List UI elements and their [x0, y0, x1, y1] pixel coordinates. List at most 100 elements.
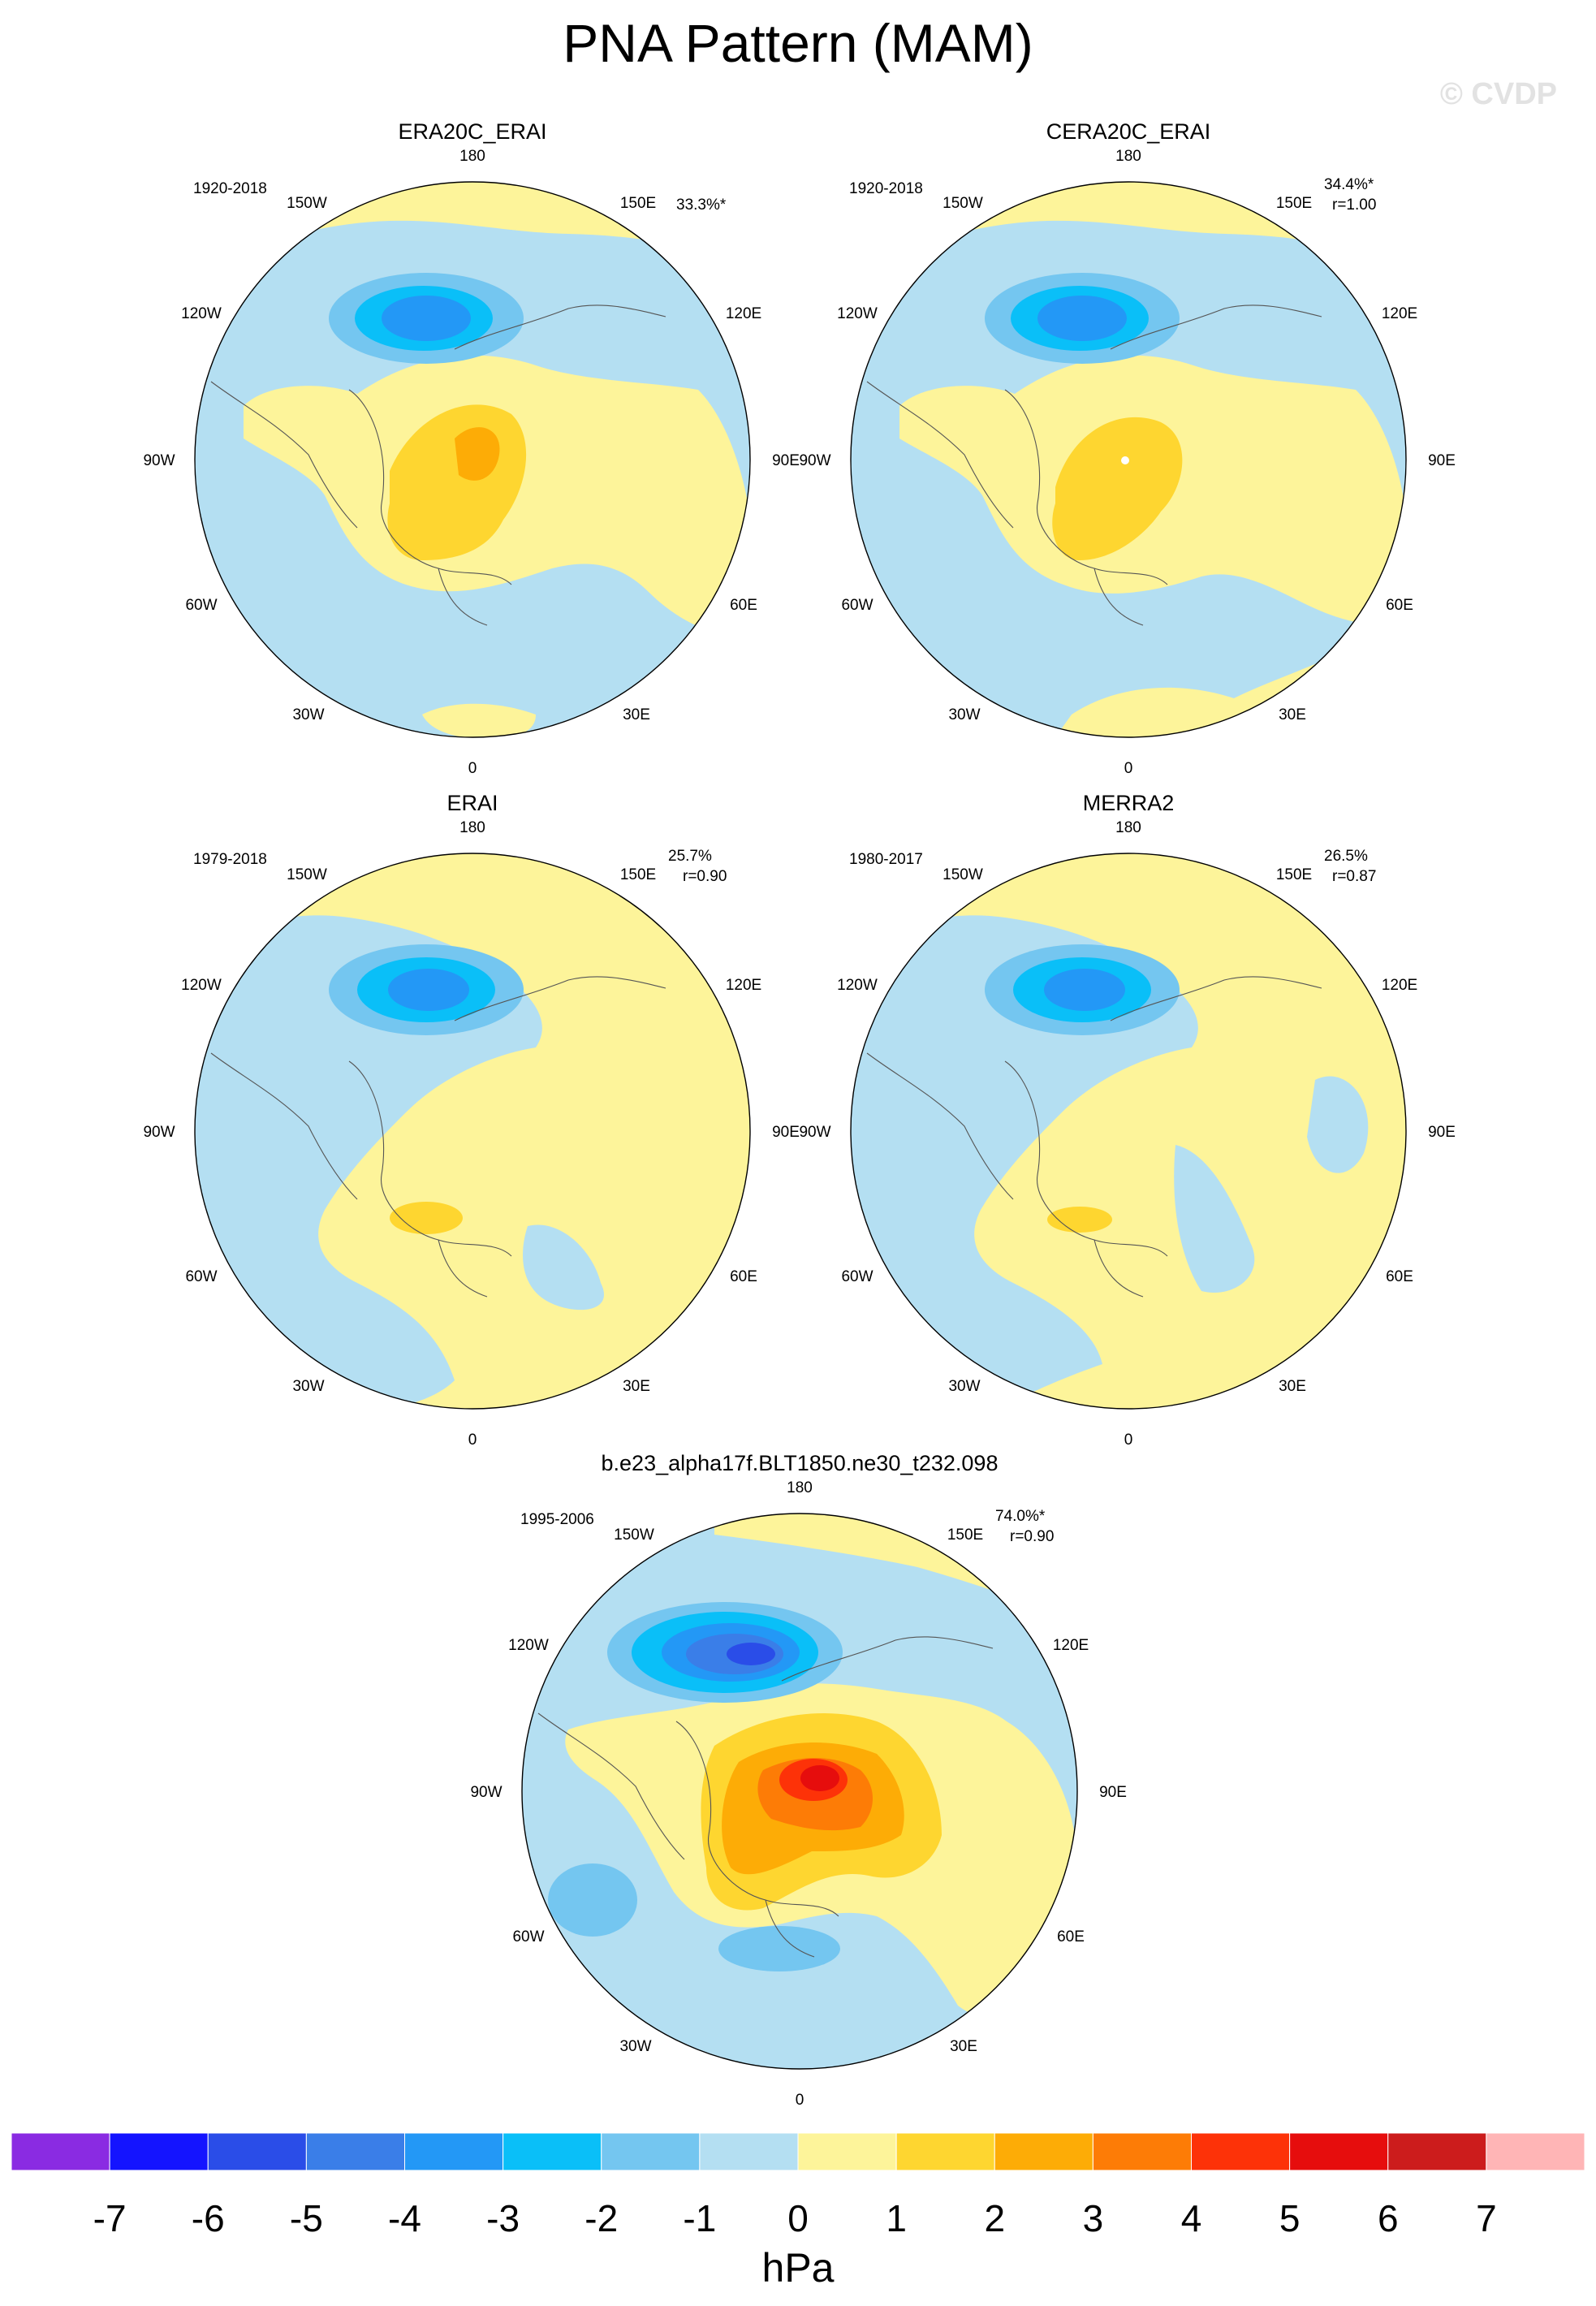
colorbar-swatch: [109, 2132, 209, 2171]
colorbar-swatch: [404, 2132, 504, 2171]
longitude-label-upper-right-inner: 150E: [620, 195, 656, 212]
longitude-label-left: 90W: [143, 1124, 175, 1141]
panel-years: 1979-2018: [193, 851, 267, 868]
colorbar-tick-label: 3: [1083, 2197, 1104, 2239]
longitude-label-left: 90W: [470, 1784, 502, 1801]
longitude-label-upper-left-outer: 120W: [837, 977, 878, 994]
longitude-label-lower-right-inner: 30E: [1279, 1378, 1306, 1395]
panel-years: 1995-2006: [520, 1511, 594, 1528]
longitude-label-upper-right-inner: 150E: [1276, 195, 1312, 212]
longitude-label-bottom: 0: [796, 2092, 804, 2109]
longitude-label-upper-left-outer: 120W: [508, 1637, 549, 1654]
colorbar: -7 -6 -5 -4 -3 -2 -1 0 1 2 3 4 5 6 7 hPa: [11, 2132, 1585, 2291]
panel-title: ERAI: [446, 791, 498, 815]
longitude-label-top: 180: [459, 148, 485, 165]
longitude-label-upper-right-outer: 120E: [1382, 305, 1417, 322]
longitude-label-lower-right-inner: 30E: [623, 1378, 650, 1395]
colorbar-tick-label: 1: [886, 2197, 907, 2239]
longitude-label-lower-right-inner: 30E: [623, 706, 650, 723]
panel-variance-pct: 33.3%*: [676, 196, 727, 214]
longitude-label-right: 90E: [1099, 1784, 1127, 1801]
colorbar-swatch: [1289, 2132, 1389, 2171]
colorbar-swatch: [1486, 2132, 1585, 2171]
longitude-label-lower-left-outer: 60W: [185, 1268, 217, 1285]
panel-title: CERA20C_ERAI: [1046, 119, 1211, 144]
colorbar-swatch: [601, 2132, 701, 2171]
panel-title: MERRA2: [1083, 791, 1175, 815]
longitude-label-lower-right-inner: 30E: [1279, 706, 1306, 723]
longitude-label-upper-right-outer: 120E: [1382, 977, 1417, 994]
longitude-label-upper-left-outer: 120W: [181, 977, 222, 994]
colorbar-tick-label: 5: [1279, 2197, 1301, 2239]
longitude-label-upper-right-inner: 150E: [947, 1527, 983, 1544]
colorbar-swatch: [895, 2132, 995, 2171]
colorbar-tick-label: 0: [787, 2197, 809, 2239]
longitude-label-lower-left-outer: 60W: [512, 1928, 544, 1945]
longitude-label-bottom: 0: [1124, 1432, 1133, 1449]
longitude-label-lower-left-inner: 30W: [948, 1378, 980, 1395]
panel-correlation: r=0.87: [1332, 868, 1376, 885]
longitude-label-lower-right-outer: 60E: [730, 597, 757, 614]
colorbar-swatch: [305, 2132, 405, 2171]
longitude-label-lower-right-outer: 60E: [1386, 1268, 1413, 1285]
longitude-label-lower-left-outer: 60W: [185, 597, 217, 614]
longitude-label-lower-left-outer: 60W: [841, 597, 873, 614]
colorbar-tick-label: -5: [290, 2197, 323, 2239]
map-field: [522, 1514, 1077, 2069]
longitude-label-lower-left-inner: 30W: [619, 2038, 651, 2055]
colorbar-swatch: [1387, 2132, 1487, 2171]
longitude-label-top: 180: [1115, 819, 1141, 836]
panel-variance-pct: 74.0%*: [995, 1508, 1046, 1525]
longitude-label-top: 180: [459, 819, 485, 836]
longitude-label-lower-left-inner: 30W: [292, 706, 324, 723]
map-panel-model-run: b.e23_alpha17f.BLT1850.ne30_t232.098 199…: [520, 1451, 1078, 2070]
longitude-label-lower-left-inner: 30W: [948, 706, 980, 723]
map-field: [195, 182, 750, 737]
panel-years: 1920-2018: [193, 180, 267, 197]
longitude-label-bottom: 0: [468, 760, 477, 777]
longitude-label-lower-right-outer: 60E: [1386, 597, 1413, 614]
longitude-label-left: 90W: [799, 1124, 830, 1141]
figure-title: PNA Pattern (MAM): [563, 13, 1033, 73]
longitude-label-right: 90E: [1428, 1124, 1456, 1141]
longitude-label-right: 90E: [772, 452, 800, 469]
panel-variance-pct: 25.7%: [668, 848, 712, 865]
longitude-label-upper-left-inner: 150W: [943, 195, 983, 212]
colorbar-tick-label: -2: [584, 2197, 618, 2239]
longitude-label-lower-right-inner: 30E: [950, 2038, 977, 2055]
copyright-text: © CVDP: [1440, 77, 1557, 111]
longitude-label-bottom: 0: [1124, 760, 1133, 777]
longitude-label-right: 90E: [772, 1124, 800, 1141]
colorbar-tick-label: -3: [486, 2197, 520, 2239]
map-field: [195, 853, 750, 1409]
colorbar-tick-label: 7: [1476, 2197, 1497, 2239]
longitude-label-upper-right-outer: 120E: [726, 305, 761, 322]
panel-variance-pct: 34.4%*: [1324, 176, 1374, 193]
longitude-label-bottom: 0: [468, 1432, 477, 1449]
colorbar-swatch: [11, 2132, 110, 2171]
longitude-label-lower-left-inner: 30W: [292, 1378, 324, 1395]
longitude-label-upper-left-inner: 150W: [287, 866, 327, 883]
colorbar-tick-label: -6: [192, 2197, 225, 2239]
panel-correlation: r=0.90: [683, 868, 727, 885]
longitude-label-right: 90E: [1428, 452, 1456, 469]
colorbar-tick-label: 4: [1181, 2197, 1202, 2239]
longitude-label-lower-right-outer: 60E: [1057, 1928, 1085, 1945]
map-panel-era20c-erai: ERA20C_ERAI 1920-2018 33.3%*: [193, 119, 751, 738]
longitude-label-top: 180: [1115, 148, 1141, 165]
panel-title: ERA20C_ERAI: [398, 119, 546, 144]
colorbar-tick-label: -1: [683, 2197, 716, 2239]
map-field: [851, 853, 1406, 1409]
panel-years: 1980-2017: [849, 851, 923, 868]
longitude-label-lower-right-outer: 60E: [730, 1268, 757, 1285]
colorbar-swatch: [1191, 2132, 1291, 2171]
colorbar-units: hPa: [762, 2245, 835, 2291]
colorbar-tick-label: 6: [1378, 2197, 1399, 2239]
longitude-label-left: 90W: [143, 452, 175, 469]
colorbar-swatch: [797, 2132, 897, 2171]
colorbar-swatch: [503, 2132, 602, 2171]
longitude-label-upper-left-inner: 150W: [287, 195, 327, 212]
longitude-label-upper-right-outer: 120E: [726, 977, 761, 994]
longitude-label-top: 180: [787, 1479, 813, 1496]
